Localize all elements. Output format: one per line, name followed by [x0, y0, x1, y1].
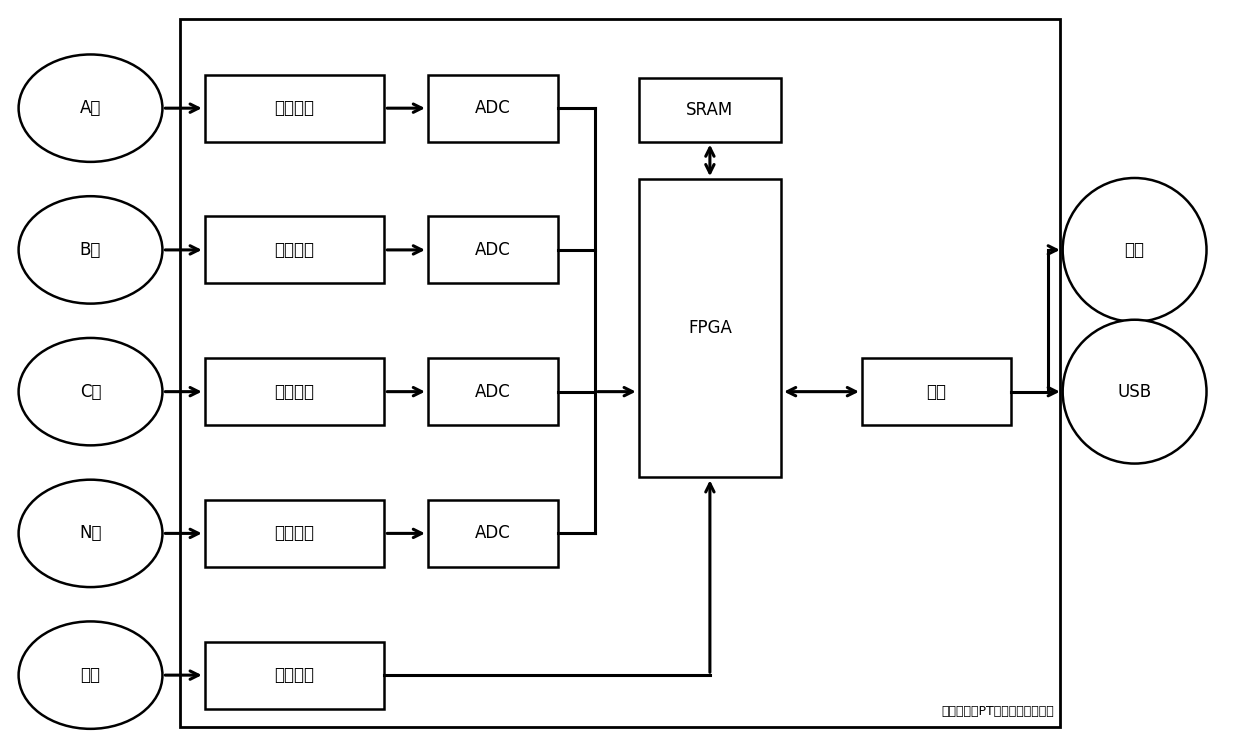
Text: FPGA: FPGA [688, 319, 732, 337]
Text: ADC: ADC [475, 524, 511, 542]
Bar [862, 358, 1011, 425]
Text: SRAM: SRAM [686, 101, 734, 119]
Text: 信号调理: 信号调理 [274, 241, 315, 259]
Bar [205, 642, 384, 709]
Text: ADC: ADC [475, 383, 511, 401]
Bar [639, 179, 781, 477]
Text: B相: B相 [79, 241, 102, 259]
Text: 配电网母线PT信号同步采集装置: 配电网母线PT信号同步采集装置 [941, 706, 1054, 718]
Text: 网络: 网络 [1125, 241, 1145, 259]
Text: C相: C相 [79, 383, 102, 401]
Ellipse shape [19, 54, 162, 162]
Bar [205, 500, 384, 567]
Bar [428, 500, 558, 567]
Bar [205, 358, 384, 425]
Bar [180, 19, 1060, 727]
Text: 信号调理: 信号调理 [274, 99, 315, 117]
Bar [205, 75, 384, 142]
Text: 信号调理: 信号调理 [274, 383, 315, 401]
Ellipse shape [1063, 320, 1207, 463]
Ellipse shape [19, 338, 162, 445]
Ellipse shape [19, 621, 162, 729]
Ellipse shape [1063, 178, 1207, 322]
Bar [639, 78, 781, 142]
Bar [205, 216, 384, 283]
Ellipse shape [19, 480, 162, 587]
Text: ADC: ADC [475, 99, 511, 117]
Text: N相: N相 [79, 524, 102, 542]
Text: 信号调理: 信号调理 [274, 524, 315, 542]
Text: USB: USB [1117, 383, 1152, 401]
Text: 触发: 触发 [81, 666, 100, 684]
Bar [428, 216, 558, 283]
Text: 触发信号: 触发信号 [274, 666, 315, 684]
Text: A相: A相 [79, 99, 102, 117]
Text: 通信: 通信 [926, 383, 946, 401]
Text: ADC: ADC [475, 241, 511, 259]
Bar [428, 75, 558, 142]
Ellipse shape [19, 196, 162, 304]
Bar [428, 358, 558, 425]
